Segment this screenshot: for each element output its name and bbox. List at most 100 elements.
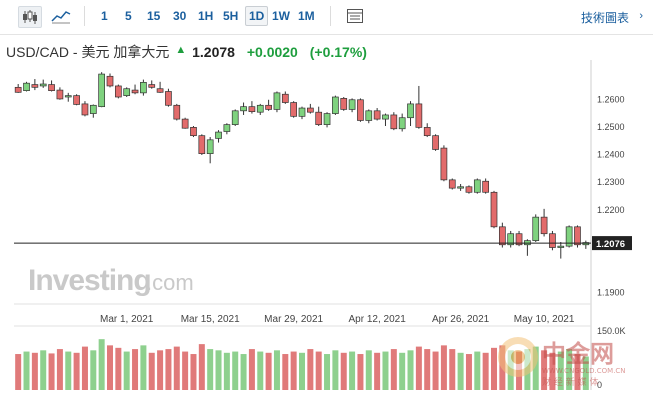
candle-down [81, 103, 89, 116]
x-tick-label: Apr 12, 2021 [348, 314, 406, 325]
timeframe-1d[interactable]: 1D [245, 6, 269, 26]
volume-bar-down [491, 347, 497, 390]
chevron-right-icon[interactable]: › [639, 10, 643, 22]
chart-toolbar: 1 5 15 30 1H 5H 1D 1W 1M 技術圖表 › [0, 0, 653, 35]
candle-down [190, 127, 197, 137]
volume-bar-down [148, 352, 155, 390]
candle-down [14, 86, 22, 93]
volume-bar-up [257, 351, 264, 390]
volume-bar-down [374, 352, 381, 390]
candle-up [89, 104, 97, 114]
candle-up [215, 131, 222, 139]
volume-bar-down [432, 351, 439, 390]
technical-chart-link[interactable]: 技術圖表 [580, 11, 629, 25]
y-tick-label: 1.2200 [597, 205, 625, 215]
timeframe-1[interactable]: 1 [101, 9, 108, 23]
candle-up [457, 186, 464, 189]
table-icon[interactable] [344, 6, 366, 26]
last-price-tag [592, 236, 632, 251]
timeframe-1h[interactable]: 1H [198, 9, 214, 23]
timeframe-5h[interactable]: 5H [223, 9, 239, 23]
toolbar-divider [84, 6, 85, 26]
candle-up [398, 117, 406, 130]
volume-zero-label: 0 [597, 380, 602, 390]
volume-bar-up [232, 351, 239, 390]
volume-bar-down [107, 345, 113, 390]
volume-bar-up [407, 350, 414, 390]
timeframe-15[interactable]: 15 [147, 9, 161, 23]
toolbar-divider [330, 6, 331, 26]
y-tick-label: 1.1900 [597, 288, 625, 298]
y-tick-label: 1.2300 [597, 177, 625, 187]
volume-bar-down [73, 352, 80, 390]
candle-down [515, 233, 523, 246]
timeframe-5[interactable]: 5 [125, 9, 132, 23]
candle-down [432, 135, 439, 150]
volume-bar-up [273, 350, 280, 390]
candle-down [73, 95, 80, 105]
timeframe-30[interactable]: 30 [173, 9, 187, 23]
volume-bar-down [357, 354, 364, 390]
volume-bar-up [299, 352, 305, 390]
volume-bar-down [182, 351, 189, 390]
candle-down [265, 104, 272, 110]
y-tick-label: 1.2600 [597, 94, 625, 104]
volume-bar-up [90, 350, 97, 390]
volume-bar-down [15, 354, 22, 390]
candle-up [223, 124, 231, 132]
candle-down [315, 111, 323, 125]
candle-down [106, 75, 114, 87]
timeframe-1w[interactable]: 1W [272, 9, 290, 23]
volume-bar-up [457, 352, 464, 390]
volume-bar-up [23, 351, 30, 390]
candle-down [114, 85, 122, 98]
cngold-watermark: 中金网 WWW.CNGOLD.COM.CN 财 经 新 媒 体 [498, 337, 626, 388]
candle-down [373, 110, 381, 120]
candle-up [64, 95, 72, 98]
candle-up [332, 96, 339, 114]
y-tick-label: 1.2500 [597, 122, 625, 132]
price-chart[interactable]: Investing.com 1.2600 1.2500 1.2400 1.2300 1.2… [0, 60, 653, 403]
candle-down [165, 91, 172, 106]
volume-bar-down [265, 352, 272, 390]
volume-bar-down [132, 349, 139, 390]
candle-down [156, 88, 164, 93]
volume-bar-down [307, 349, 314, 390]
candle-up [206, 139, 214, 154]
candle-down [415, 103, 423, 128]
volume-bar-up [98, 339, 105, 390]
volume-bar-down [449, 349, 456, 390]
candle-down [540, 216, 548, 235]
x-tick-label: Mar 29, 2021 [264, 314, 323, 325]
volume-bar-down [340, 352, 347, 390]
volume-bar-up [40, 350, 47, 390]
candle-up [365, 110, 373, 121]
candle-down [440, 147, 448, 181]
volume-bar-up [474, 351, 481, 390]
volume-bar-down [56, 349, 63, 390]
volume-bar-down [574, 354, 581, 390]
price-change-percent: (+0.17%) [309, 44, 367, 60]
candle-up [123, 88, 131, 96]
candle-down [148, 84, 156, 88]
line-chart-icon[interactable] [50, 6, 72, 26]
volume-bar-up [566, 349, 573, 390]
candlestick-icon[interactable] [18, 6, 42, 28]
candle-up [39, 83, 47, 87]
volume-bar-down [115, 347, 122, 390]
candle-down [290, 102, 298, 117]
volume-bar-down [290, 351, 297, 390]
volume-bar-up [65, 351, 72, 390]
volume-bar-down [549, 352, 556, 390]
candle-down [281, 93, 289, 103]
volume-bar-down [415, 346, 422, 390]
volume-bar-down [81, 346, 88, 390]
candle-up [407, 103, 414, 119]
timeframe-1m[interactable]: 1M [298, 9, 315, 23]
volume-bar-up [582, 356, 589, 390]
volume-bar-up [365, 350, 372, 390]
candle-up [140, 82, 147, 94]
volume-bar-down [282, 354, 289, 390]
watermark-site-cn: 中金网 [542, 340, 614, 368]
volume-bar-down [31, 352, 38, 390]
